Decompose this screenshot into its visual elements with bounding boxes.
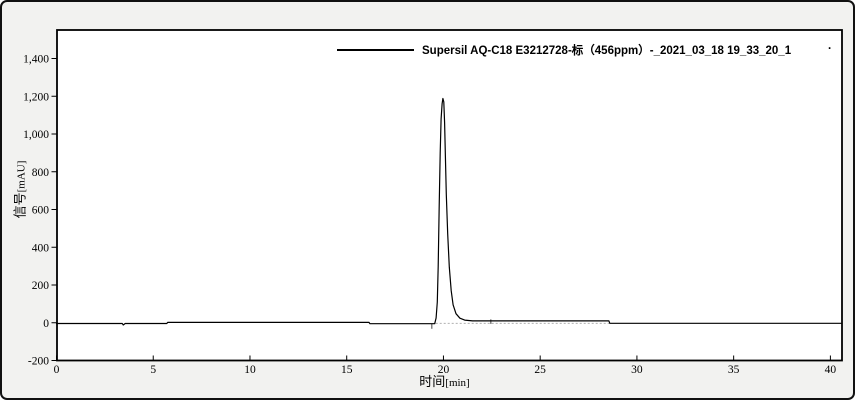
y-tick-label: 800: [32, 167, 50, 179]
legend-label: Supersil AQ-C18 E3212728-标（456ppm）-_2021…: [422, 45, 792, 57]
y-tick-label: 0: [43, 318, 49, 330]
y-tick-label: 1,200: [23, 91, 49, 103]
x-tick-label: 5: [150, 364, 156, 376]
x-axis-title: 时间[min]: [397, 371, 492, 390]
legend-trailing-dot: .: [828, 40, 832, 52]
x-tick-label: 30: [631, 364, 643, 376]
x-tick-label: 40: [825, 364, 837, 376]
plot-frame: [56, 29, 843, 362]
y-tick-label: 1,000: [23, 129, 49, 141]
x-tick-label: 20: [438, 364, 450, 376]
y-axis-title-unit: [mAU]: [15, 160, 28, 193]
x-tick-label: 15: [341, 364, 353, 376]
axis-ticks: -200 0 200 400 600 800 1,000 1,200 1,400 0 5 10 15 20…: [23, 54, 836, 376]
legend-line-sample: [337, 49, 414, 51]
y-tick-label: 1,400: [23, 54, 49, 66]
x-axis-title-name: 时间: [419, 374, 446, 389]
y-tick-label: 400: [32, 242, 50, 254]
x-axis-title-unit: [min]: [445, 377, 470, 389]
y-axis-title-name: 信号: [12, 192, 28, 219]
signal-layer: [55, 97, 842, 329]
y-tick-label: -200: [28, 356, 49, 368]
y-axis-title: 信号[mAU]: [10, 128, 29, 252]
signal-trace: [55, 97, 842, 326]
x-tick-label: 10: [244, 364, 256, 376]
x-tick-label: 35: [728, 364, 740, 376]
legend: Supersil AQ-C18 E3212728-标（456ppm）-_2021…: [337, 42, 791, 58]
y-tick-label: 200: [32, 280, 50, 292]
x-tick-label: 0: [54, 364, 60, 376]
x-tick-label: 25: [534, 364, 546, 376]
y-tick-label: 600: [32, 205, 50, 217]
